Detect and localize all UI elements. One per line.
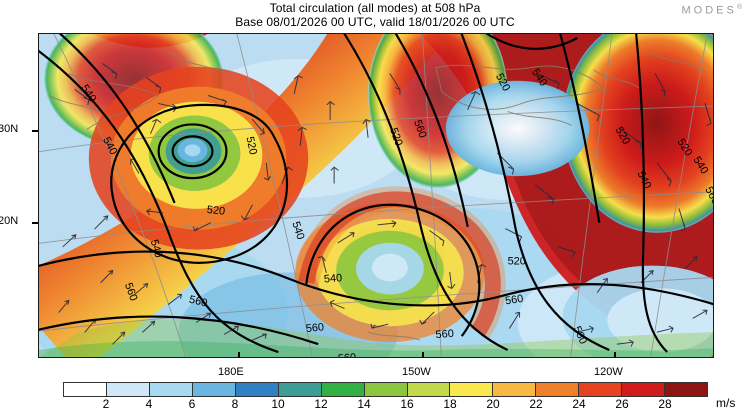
- contour-label-group: 540 540 540 560 560 560 520 520 540 540 …: [78, 67, 713, 357]
- colorbar-tick-labels: 2 4 6 8 10 12 14 16 18 20 22 24 26 28: [0, 397, 750, 411]
- chart-title-block: Total circulation (all modes) at 508 hPa…: [0, 1, 750, 29]
- colorbar-tick-8: 8: [231, 397, 239, 411]
- contour-label-560-a: 560: [122, 281, 140, 302]
- colorbar-tick-14: 14: [357, 397, 371, 411]
- colorbar-tick-6: 6: [188, 397, 196, 411]
- contour-label-540-c: 540: [148, 238, 165, 259]
- lon-label-180e: 180E: [218, 366, 244, 378]
- colorbar-segment-0: [64, 383, 107, 396]
- lon-tick-120w: [614, 352, 616, 358]
- colorbar-segment-8: [407, 383, 451, 396]
- colorbar-segment-5: [278, 383, 322, 396]
- colorbar-segment-3: [192, 383, 236, 396]
- contour-540-central: [343, 34, 509, 352]
- colorbar-tick-28: 28: [658, 397, 672, 411]
- colorbar[interactable]: [63, 382, 708, 397]
- colorbar-tick-22: 22: [529, 397, 543, 411]
- height-contours: [39, 34, 713, 354]
- contour-520-vortex-west: [110, 103, 289, 264]
- contour-closed-inner-west: [157, 123, 228, 180]
- contour-label-560-i: 560: [435, 328, 454, 341]
- colorbar-tick-16: 16: [400, 397, 414, 411]
- lat-tick-20n: [32, 222, 38, 224]
- lat-label-20n: 20N: [0, 215, 19, 227]
- lon-label-120w: 120W: [594, 366, 623, 378]
- contour-540-vortex-central: [305, 203, 481, 337]
- cyclonic-vortex-west: [88, 66, 309, 250]
- modes-logo-text: MODES: [681, 4, 737, 17]
- contour-label-520-e: 520: [508, 256, 526, 268]
- lat-label-30n: 30N: [0, 123, 19, 135]
- contour-label-540-e: 540: [324, 272, 343, 285]
- chart-title-line1: Total circulation (all modes) at 508 hPa: [269, 1, 481, 15]
- lon-label-150w: 150W: [402, 366, 431, 378]
- colorbar-segment-4: [235, 383, 279, 396]
- colorbar-tick-4: 4: [145, 397, 153, 411]
- colorbar-segment-1: [106, 383, 150, 396]
- colorbar-segment-11: [536, 383, 580, 396]
- map-render: 540 540 540 560 560 560 520 520 540 540 …: [39, 34, 713, 357]
- contour-label-560-b: 560: [188, 294, 209, 310]
- colorbar-tick-12: 12: [314, 397, 328, 411]
- colorbar-segment-13: [622, 383, 666, 396]
- colorbar-segment-7: [364, 383, 408, 396]
- speed-field-green-rim: [39, 319, 713, 357]
- contour-560-south: [39, 250, 713, 307]
- contour-label-520-b: 520: [243, 135, 259, 155]
- lon-tick-150w: [422, 352, 424, 358]
- contour-label-520-c: 520: [387, 126, 405, 147]
- contour-label-540-d: 540: [289, 220, 306, 241]
- colorbar-segment-10: [493, 383, 537, 396]
- contour-label-560-h: 560: [337, 352, 356, 357]
- contour-560-right: [635, 34, 668, 353]
- colorbar-tick-24: 24: [572, 397, 586, 411]
- lat-tick-30n: [32, 130, 38, 132]
- lon-tick-180e: [238, 352, 240, 358]
- contour-520-right: [460, 34, 610, 352]
- colorbar-segment-14: [665, 383, 708, 396]
- colorbar-tick-2: 2: [102, 397, 110, 411]
- colorbar-tick-26: 26: [615, 397, 629, 411]
- colorbar-tick-10: 10: [271, 397, 285, 411]
- colorbar-tick-18: 18: [443, 397, 457, 411]
- contour-label-560-c: 560: [305, 321, 324, 335]
- colorbar-segment-6: [321, 383, 365, 396]
- contour-label-560-d: 560: [411, 118, 429, 139]
- contour-label-520-a: 520: [206, 204, 225, 218]
- colorbar-unit-label: m/s: [716, 396, 736, 410]
- colorbar-segment-2: [149, 383, 193, 396]
- contour-540-west: [39, 49, 279, 354]
- chart-title-line2: Base 08/01/2026 00 UTC, valid 18/01/2026…: [235, 15, 515, 29]
- modes-logo: MODES®: [681, 4, 742, 17]
- colorbar-segment-12: [579, 383, 623, 396]
- colorbar-tick-20: 20: [486, 397, 500, 411]
- contour-label-560-f: 560: [702, 185, 713, 207]
- contour-closed-core-west: [171, 135, 214, 168]
- map-panel: 540 540 540 560 560 560 520 520 540 540 …: [38, 33, 714, 358]
- contour-label-560-e: 560: [504, 293, 524, 307]
- modes-logo-superscript: ®: [736, 4, 742, 11]
- colorbar-segment-9: [450, 383, 494, 396]
- graticule: [39, 34, 713, 357]
